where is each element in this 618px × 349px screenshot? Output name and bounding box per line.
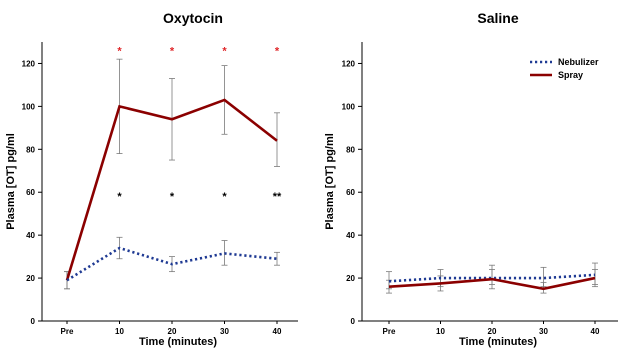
panel-1-significance-marker: * — [275, 45, 280, 57]
panel-2-y-tick-label: 100 — [342, 102, 356, 111]
panel-1-x-axis-label: Time (minutes) — [139, 336, 217, 348]
panel-1-significance-marker: * — [222, 45, 227, 57]
panel-2-y-tick-label: 0 — [351, 317, 356, 326]
panel-1-y-tick-label: 80 — [26, 145, 35, 154]
panel-1-significance-marker: * — [222, 191, 227, 203]
panel-1-y-tick-label: 100 — [22, 102, 36, 111]
panel-2-y-tick-label: 40 — [346, 231, 355, 240]
panel-1-significance-marker: * — [117, 191, 122, 203]
panel-2-y-tick-label: 120 — [342, 59, 356, 68]
panel-1-significance-marker: * — [117, 45, 122, 57]
panel-2-x-tick-label: 10 — [436, 327, 445, 336]
panel-2-legend-label-nebulizer: Nebulizer — [558, 57, 599, 67]
panel-2-x-tick-label: 40 — [591, 327, 600, 336]
panel-2-legend-label-spray: Spray — [558, 70, 583, 80]
panel-2-x-axis-label: Time (minutes) — [459, 336, 537, 348]
panel-2-y-axis-label: Plasma [OT] pg/ml — [324, 133, 336, 230]
panel-1-nebulizer-series-line — [66, 246, 278, 282]
panel-1-x-tick-label: Pre — [61, 327, 74, 336]
panel-1-title: Oxytocin — [163, 10, 223, 26]
panel-1-x-tick-label: 20 — [168, 327, 177, 336]
panel-1-y-tick-label: 60 — [26, 188, 35, 197]
panel-1-y-tick-label: 120 — [22, 59, 36, 68]
panel-2-y-tick-label: 80 — [346, 145, 355, 154]
panel-1-y-tick-label: 20 — [26, 274, 35, 283]
panel-1-x-tick-label: 40 — [273, 327, 282, 336]
panel-1-x-tick-label: 30 — [220, 327, 229, 336]
panel-2-nebulizer-series-line — [388, 273, 596, 283]
panel-2-x-tick-label: 30 — [539, 327, 548, 336]
panel-1-y-tick-label: 40 — [26, 231, 35, 240]
panel-2-title: Saline — [477, 10, 518, 26]
panel-1-y-axis-label: Plasma [OT] pg/ml — [5, 133, 17, 230]
panel-1-x-tick-label: 10 — [115, 327, 124, 336]
panel-2-spray-series-line — [388, 276, 596, 291]
panel-2-x-tick-label: Pre — [383, 327, 396, 336]
panel-1-spray-series-line — [65, 98, 278, 281]
panel-1-significance-marker: * — [170, 45, 175, 57]
panel-2-x-tick-label: 20 — [488, 327, 497, 336]
panel-1-significance-marker: * — [170, 191, 175, 203]
panel-1-significance-marker: ** — [273, 191, 282, 203]
panel-2-y-tick-label: 20 — [346, 274, 355, 283]
panel-2-y-tick-label: 60 — [346, 188, 355, 197]
panel-1-y-tick-label: 0 — [31, 317, 36, 326]
